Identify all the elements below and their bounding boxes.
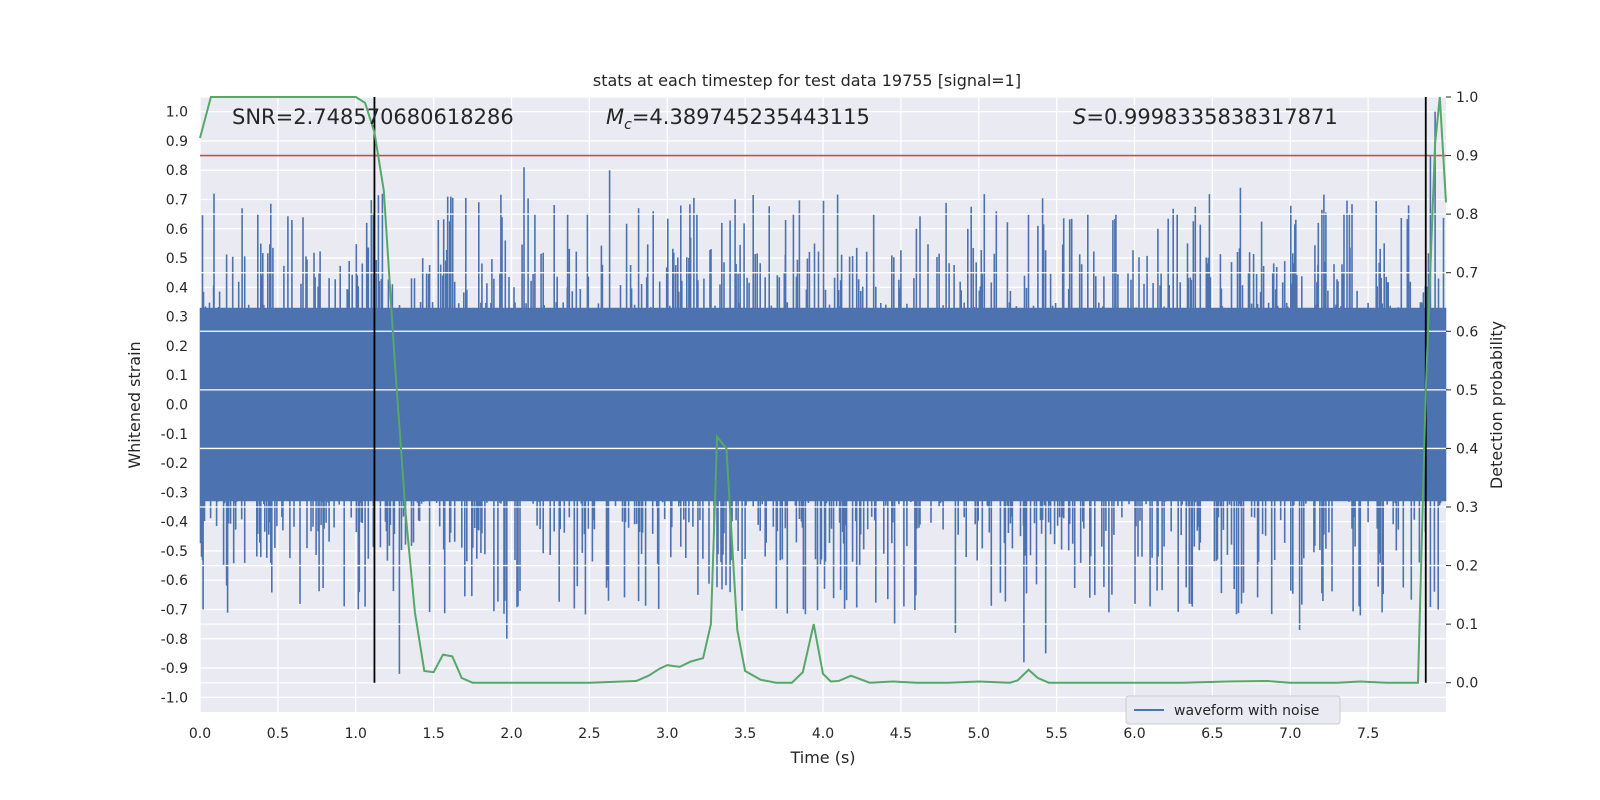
right-axis-ticks: 1.0 0.9 0.8 0.7 0.6 0.5 0.4 0.3 0.2 0.1 0.0	[1446, 90, 1478, 692]
left-tick-label: 0.1	[166, 368, 188, 384]
left-tick-label: -0.7	[161, 603, 188, 619]
left-tick-label: 0.9	[166, 134, 188, 150]
x-tick-label: 2.0	[500, 726, 522, 742]
left-tick-label: -0.4	[161, 515, 188, 531]
left-tick-label: 0.5	[166, 251, 188, 267]
left-tick-label: 0.7	[166, 193, 188, 209]
right-tick-label: 0.8	[1456, 207, 1478, 223]
left-tick-label: 0.3	[166, 310, 188, 326]
x-tick-label: 1.0	[345, 726, 367, 742]
chirp-mass-subscript: c	[624, 117, 632, 133]
x-tick-label: 0.5	[267, 726, 289, 742]
x-tick-label: 6.0	[1123, 726, 1145, 742]
left-tick-label: 0.2	[166, 339, 188, 355]
left-tick-label: -1.0	[161, 690, 188, 706]
left-tick-label: -0.9	[161, 661, 188, 677]
x-tick-label: 4.0	[812, 726, 834, 742]
right-tick-label: 0.7	[1456, 266, 1478, 282]
left-tick-label: -0.2	[161, 456, 188, 472]
strain-series	[199, 96, 1447, 684]
score-symbol: S	[1073, 105, 1086, 129]
right-tick-label: 1.0	[1456, 90, 1478, 106]
legend-box	[1125, 695, 1341, 725]
chirp-mass-symbol: M	[606, 105, 624, 129]
legend-entry-waveform: waveform with noise	[1174, 703, 1319, 719]
right-tick-label: 0.9	[1456, 149, 1478, 165]
right-tick-label: 0.3	[1456, 500, 1478, 516]
left-axis-ticks: 1.0 0.9 0.8 0.7 0.6 0.5 0.4 0.3 0.2 0.1 0.0 -0.1 -0.…	[161, 105, 188, 707]
right-tick-label: 0.1	[1456, 617, 1478, 633]
left-tick-label: 0.4	[166, 280, 188, 296]
right-axis-label: Detection probability	[1487, 321, 1506, 489]
x-tick-label: 4.5	[890, 726, 912, 742]
x-axis-label: Time (s)	[789, 748, 855, 767]
chart-title: stats at each timestep for test data 197…	[593, 71, 1021, 90]
right-tick-label: 0.0	[1456, 676, 1478, 692]
score-annotation: S=0.9998335838317871	[1073, 105, 1338, 129]
x-tick-label: 5.0	[968, 726, 990, 742]
left-tick-label: -0.1	[161, 427, 188, 443]
strain-core-band	[200, 307, 1446, 502]
left-tick-label: 0.6	[166, 222, 188, 238]
x-tick-label: 6.5	[1201, 726, 1223, 742]
right-tick-label: 0.4	[1456, 441, 1478, 457]
score-value: =0.9998335838317871	[1086, 105, 1337, 129]
left-tick-label: -0.3	[161, 485, 188, 501]
x-axis-ticks: 0.0 0.5 1.0 1.5 2.0 2.5 3.0 3.5 4.0 4.5 5.0 5.5 6.0 6…	[189, 726, 1379, 742]
snr-annotation: SNR=2.748570680618286	[232, 105, 514, 129]
right-tick-label: 0.5	[1456, 383, 1478, 399]
right-tick-label: 0.2	[1456, 559, 1478, 575]
x-tick-label: 1.5	[422, 726, 444, 742]
legend: waveform with noise	[1125, 695, 1341, 725]
probability-series	[199, 96, 1447, 684]
left-tick-label: -0.8	[161, 632, 188, 648]
left-axis-label: Whitened strain	[125, 341, 144, 468]
x-tick-label: 3.0	[656, 726, 678, 742]
x-tick-label: 2.5	[578, 726, 600, 742]
x-tick-label: 5.5	[1045, 726, 1067, 742]
left-tick-label: -0.6	[161, 573, 188, 589]
right-tick-label: 0.6	[1456, 324, 1478, 340]
x-tick-label: 7.5	[1357, 726, 1379, 742]
probability-line	[199, 96, 1447, 684]
chirp-mass-value: =4.389745235443115	[632, 105, 870, 129]
x-tick-label: 0.0	[189, 726, 211, 742]
chirp-mass-annotation: Mc=4.389745235443115	[606, 105, 870, 133]
left-tick-label: -0.5	[161, 544, 188, 560]
x-tick-label: 7.0	[1279, 726, 1301, 742]
x-tick-label: 3.5	[734, 726, 756, 742]
left-tick-label: 0.8	[166, 163, 188, 179]
left-tick-label: 0.0	[166, 398, 188, 414]
left-tick-label: 1.0	[166, 105, 188, 121]
